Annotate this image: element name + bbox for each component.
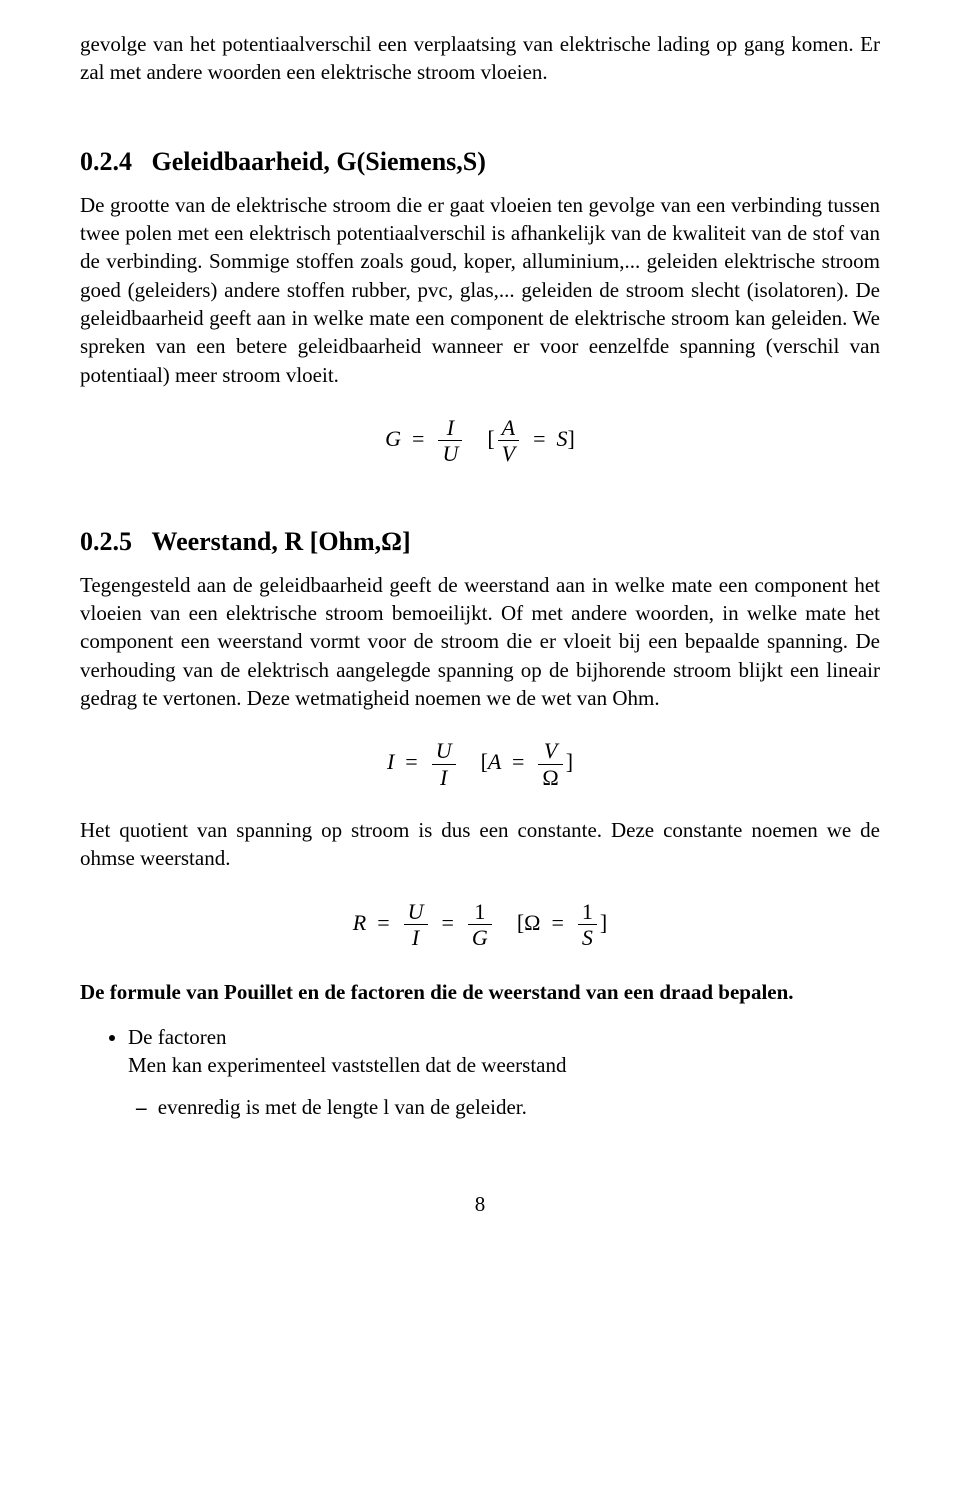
- factors-inner-list: evenredig is met de lengte l van de gele…: [156, 1093, 880, 1121]
- eq-g-frac2: A V: [498, 415, 519, 467]
- section-025-body: Tegengesteld aan de geleidbaarheid geeft…: [80, 571, 880, 713]
- factors-desc: Men kan experimenteel vaststellen dat de…: [128, 1051, 880, 1079]
- eq-i-fd1: I: [432, 765, 456, 790]
- eq-r-fd2: G: [468, 925, 492, 950]
- page-number: 8: [80, 1192, 880, 1217]
- eq-r-fn3: 1: [578, 899, 597, 925]
- eq-i-frac1: U I: [432, 738, 456, 790]
- eq-r-eq1: =: [377, 910, 389, 935]
- eq-r-fd3: S: [578, 925, 597, 950]
- post-eq-i-text: Het quotient van spanning op stroom is d…: [80, 816, 880, 873]
- eq-g-rb: ]: [568, 426, 575, 451]
- equation-r: R = U I = 1 G [Ω = 1 S ]: [80, 899, 880, 951]
- eq-i-eq1: =: [405, 749, 417, 774]
- eq-i-rb: ]: [566, 749, 573, 774]
- intro-paragraph: gevolge van het potentiaalverschil een v…: [80, 30, 880, 87]
- eq-g-unit: S: [557, 426, 568, 451]
- eq-r-lhs: R: [353, 910, 366, 935]
- eq-r-fn1: U: [404, 899, 428, 925]
- eq-g-lhs: G: [385, 426, 401, 451]
- eq-g-eq1: =: [412, 426, 424, 451]
- eq-r-fn2: 1: [468, 899, 492, 925]
- section-024-number: 0.2.4: [80, 147, 132, 176]
- equation-g: G = I U [ A V = S]: [80, 415, 880, 467]
- factors-label: De factoren: [128, 1023, 880, 1051]
- eq-g-eq2: =: [533, 426, 545, 451]
- eq-r-eq2: =: [442, 910, 454, 935]
- section-024-heading: 0.2.4 Geleidbaarheid, G(Siemens,S): [80, 147, 880, 177]
- eq-i-frac2: V Ω: [538, 738, 562, 790]
- eq-i-fn1: U: [432, 738, 456, 764]
- eq-r-inlhs: Ω: [524, 910, 540, 935]
- eq-g-fd1: U: [438, 441, 462, 466]
- section-025-number: 0.2.5: [80, 527, 132, 556]
- eq-i-fd2: Ω: [538, 765, 562, 790]
- eq-i-fn2: V: [538, 738, 562, 764]
- list-item: De factoren Men kan experimenteel vastst…: [128, 1023, 880, 1122]
- eq-r-frac2: 1 G: [468, 899, 492, 951]
- list-item: evenredig is met de lengte l van de gele…: [156, 1093, 880, 1121]
- section-025-title: Weerstand, R [Ohm,Ω]: [152, 527, 411, 556]
- eq-g-frac1: I U: [438, 415, 462, 467]
- equation-i: I = U I [A = V Ω ]: [80, 738, 880, 790]
- eq-i-lb: [: [481, 749, 488, 774]
- pouillet-heading: De formule van Pouillet en de factoren d…: [80, 978, 880, 1006]
- eq-g-fd2: V: [498, 441, 519, 466]
- eq-i-eq2: =: [512, 749, 524, 774]
- eq-r-fd1: I: [404, 925, 428, 950]
- section-024-body: De grootte van de elektrische stroom die…: [80, 191, 880, 389]
- eq-r-frac1: U I: [404, 899, 428, 951]
- eq-g-lb: [: [487, 426, 494, 451]
- eq-g-fn2: A: [498, 415, 519, 441]
- eq-i-inlhs: A: [488, 749, 501, 774]
- section-024-title: Geleidbaarheid, G(Siemens,S): [152, 147, 486, 176]
- section-025-heading: 0.2.5 Weerstand, R [Ohm,Ω]: [80, 527, 880, 557]
- eq-r-rb: ]: [600, 910, 607, 935]
- eq-r-eq3: =: [552, 910, 564, 935]
- eq-i-lhs: I: [387, 749, 394, 774]
- factors-list: De factoren Men kan experimenteel vastst…: [128, 1023, 880, 1122]
- eq-r-frac3: 1 S: [578, 899, 597, 951]
- eq-g-fn1: I: [438, 415, 462, 441]
